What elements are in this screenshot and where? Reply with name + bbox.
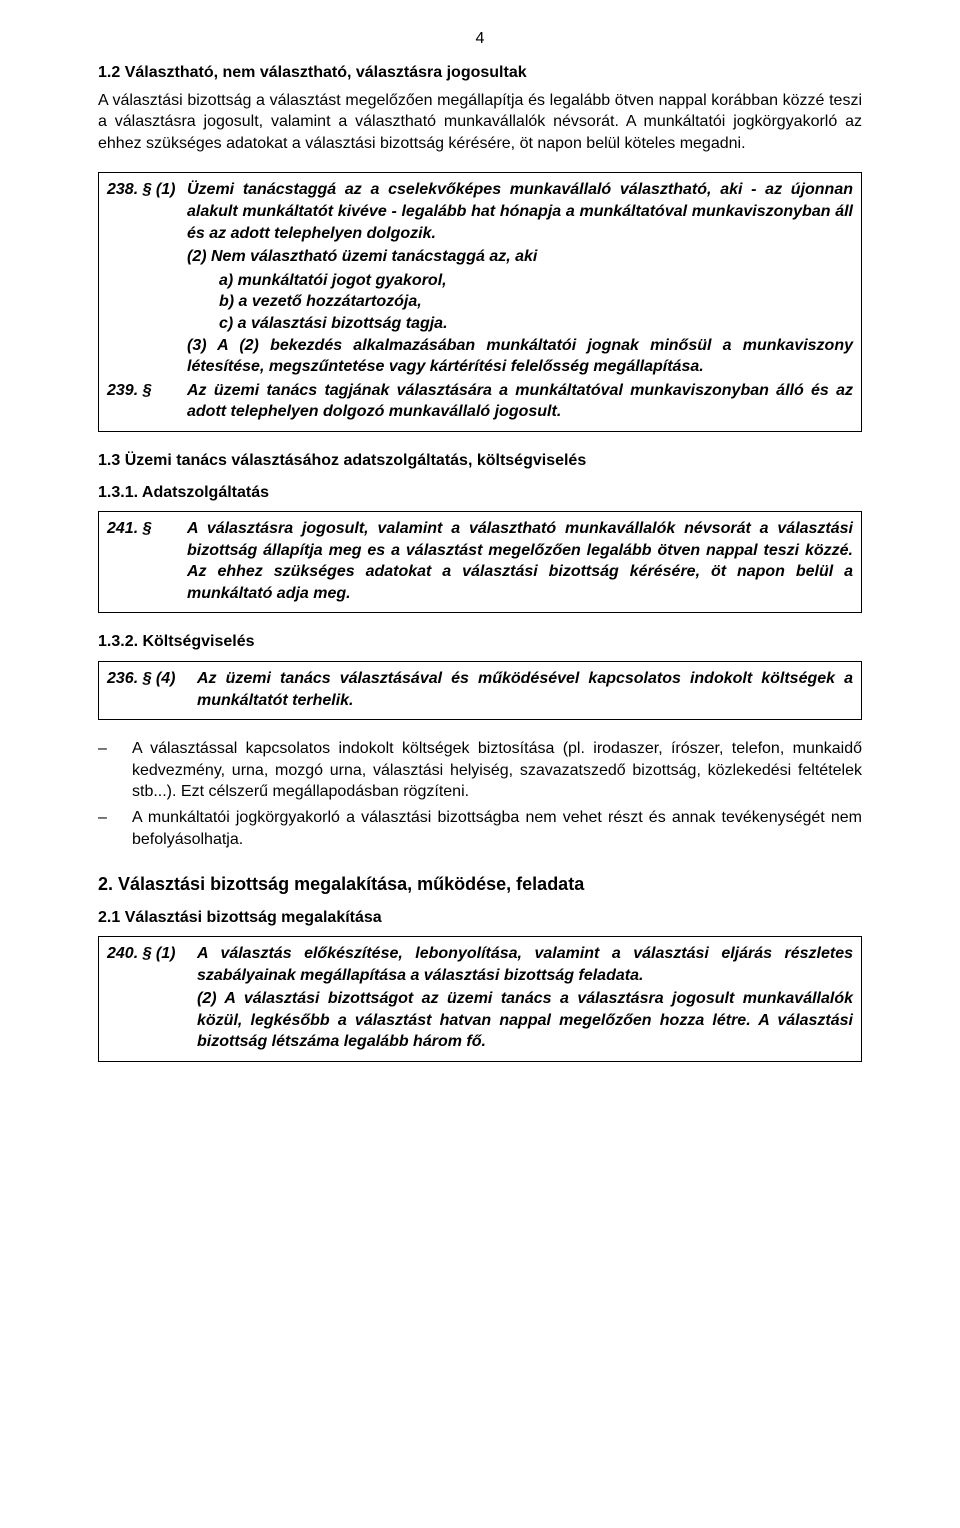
law-body: A választásra jogosult, valamint a válas… xyxy=(187,518,853,604)
law-238-2b: b) a vezető hozzátartozója, xyxy=(219,291,853,313)
law-box-238: 238. § (1) Üzemi tanácstaggá az a cselek… xyxy=(98,172,862,432)
heading-1-2: 1.2 Választható, nem választható, válasz… xyxy=(98,62,862,84)
law-body: A választás előkészítése, lebonyolítása,… xyxy=(197,943,853,986)
law-240-1: 240. § (1) A választás előkészítése, leb… xyxy=(107,943,853,986)
law-238-2: (2) Nem választható üzemi tanácstaggá az… xyxy=(107,246,853,268)
cost-bullet-list: A választással kapcsolatos indokolt költ… xyxy=(98,738,862,850)
document-page: 4 1.2 Választható, nem választható, vála… xyxy=(0,0,960,1528)
heading-2: 2. Választási bizottság megalakítása, mű… xyxy=(98,872,862,896)
law-238-2c: c) a választási bizottság tagja. xyxy=(219,313,853,335)
list-item: A munkáltatói jogkörgyakorló a választás… xyxy=(98,807,862,850)
heading-1-3-1: 1.3.1. Adatszolgáltatás xyxy=(98,482,862,504)
paragraph-1-2: A választási bizottság a választást mege… xyxy=(98,90,862,155)
law-body: (2) A választási bizottságot az üzemi ta… xyxy=(197,988,853,1053)
law-238-2a: a) munkáltatói jogot gyakorol, xyxy=(219,270,853,292)
heading-1-3: 1.3 Üzemi tanács választásához adatszolg… xyxy=(98,450,862,472)
law-236-4: 236. § (4) Az üzemi tanács választásával… xyxy=(107,668,853,711)
law-num: 238. § (1) xyxy=(107,179,187,201)
law-241: 241. § A választásra jogosult, valamint … xyxy=(107,518,853,604)
law-body: (3) A (2) bekezdés alkalmazásában munkál… xyxy=(187,335,853,378)
law-num: 236. § (4) xyxy=(107,668,197,690)
law-body: Az üzemi tanács választásával és működés… xyxy=(197,668,853,711)
list-item: A választással kapcsolatos indokolt költ… xyxy=(98,738,862,803)
law-body: (2) Nem választható üzemi tanácstaggá az… xyxy=(187,246,853,268)
law-238-3: (3) A (2) bekezdés alkalmazásában munkál… xyxy=(107,335,853,378)
law-238-1: 238. § (1) Üzemi tanácstaggá az a cselek… xyxy=(107,179,853,244)
law-239: 239. § Az üzemi tanács tagjának választá… xyxy=(107,380,853,423)
law-num: 240. § (1) xyxy=(107,943,197,965)
law-num: 241. § xyxy=(107,518,187,540)
law-num: 239. § xyxy=(107,380,187,402)
law-body: Az üzemi tanács tagjának választására a … xyxy=(187,380,853,423)
law-240-2: (2) A választási bizottságot az üzemi ta… xyxy=(107,988,853,1053)
page-number: 4 xyxy=(98,30,862,48)
heading-2-1: 2.1 Választási bizottság megalakítása xyxy=(98,907,862,929)
heading-1-3-2: 1.3.2. Költségviselés xyxy=(98,631,862,653)
law-box-236: 236. § (4) Az üzemi tanács választásával… xyxy=(98,661,862,720)
law-box-241: 241. § A választásra jogosult, valamint … xyxy=(98,511,862,613)
law-body: Üzemi tanácstaggá az a cselekvőképes mun… xyxy=(187,179,853,244)
law-box-240: 240. § (1) A választás előkészítése, leb… xyxy=(98,936,862,1062)
